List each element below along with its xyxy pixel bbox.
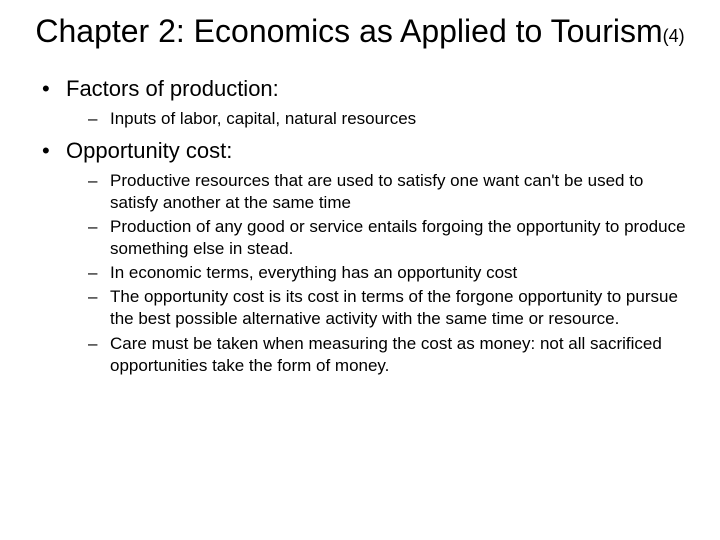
list-item: Opportunity cost: Productive resources t… — [38, 136, 690, 377]
bullet-list-level1: Factors of production: Inputs of labor, … — [30, 74, 690, 376]
bullet-list-level2: Productive resources that are used to sa… — [66, 170, 690, 377]
list-item: The opportunity cost is its cost in term… — [86, 286, 690, 330]
list-item: In economic terms, everything has an opp… — [86, 262, 690, 284]
bullet-list-level2: Inputs of labor, capital, natural resour… — [66, 108, 690, 130]
list-item-label: Production of any good or service entail… — [110, 217, 686, 258]
list-item-label: In economic terms, everything has an opp… — [110, 263, 517, 282]
list-item-label: Factors of production: — [66, 76, 279, 101]
slide-title-wrap: Chapter 2: Economics as Applied to Touri… — [30, 12, 690, 50]
list-item-label: Inputs of labor, capital, natural resour… — [110, 109, 416, 128]
slide-title: Chapter 2: Economics as Applied to Touri… — [35, 13, 662, 49]
list-item: Factors of production: Inputs of labor, … — [38, 74, 690, 130]
list-item: Productive resources that are used to sa… — [86, 170, 690, 214]
slide-title-suffix: (4) — [663, 26, 685, 46]
list-item-label: Productive resources that are used to sa… — [110, 171, 643, 212]
list-item: Production of any good or service entail… — [86, 216, 690, 260]
list-item: Care must be taken when measuring the co… — [86, 333, 690, 377]
list-item-label: Opportunity cost: — [66, 138, 232, 163]
list-item-label: Care must be taken when measuring the co… — [110, 334, 662, 375]
slide: Chapter 2: Economics as Applied to Touri… — [0, 0, 720, 540]
list-item: Inputs of labor, capital, natural resour… — [86, 108, 690, 130]
list-item-label: The opportunity cost is its cost in term… — [110, 287, 678, 328]
